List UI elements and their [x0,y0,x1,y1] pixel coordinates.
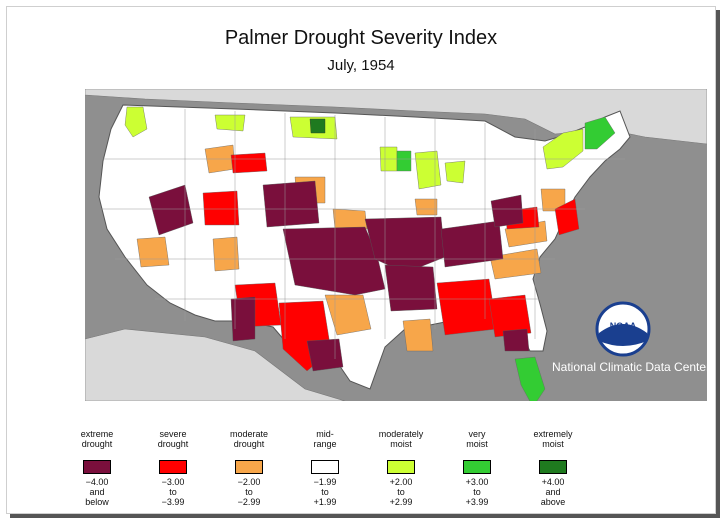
legend-category: extremely moist [513,429,593,449]
us-drought-map: NOAA [85,89,707,401]
legend-category: very moist [437,429,517,449]
legend-range-line: +1.99 [313,497,337,507]
legend-range-line: to [321,487,329,497]
legend-range: −4.00 and below [67,477,127,507]
legend-swatch [159,460,187,474]
legend-range-line: to [473,487,481,497]
legend-category-line: drought [233,439,265,449]
legend-range-line: +3.99 [465,497,489,507]
legend-range-line: −2.00 [237,477,261,487]
legend-range-line: −2.99 [237,497,261,507]
legend-range-line: and [545,487,561,497]
legend-swatch [311,460,339,474]
region-nm-extreme [230,296,256,342]
legend-swatch [463,460,491,474]
canada-land [85,89,707,145]
legend-range-line: below [85,497,109,507]
region-ks-moderate [332,208,368,230]
legend-range-line: +4.00 [541,477,565,487]
region-la-moderate [402,318,434,352]
legend-range-line: to [397,487,405,497]
legend-category-line: moist [390,439,412,449]
legend-range-line: −3.00 [161,477,185,487]
svg-text:NOAA: NOAA [610,321,637,331]
region-ms-severe [436,278,498,336]
region-wa-moist [124,106,148,138]
region-or-moderate [136,236,170,268]
legend-category: mid-range [285,429,365,449]
region-mt-moist [214,114,246,132]
legend-category-line: extremely [533,429,573,439]
region-me-very-moist [584,116,616,150]
legend-category-line: moderately [378,429,424,439]
region-or-extreme [148,184,194,236]
region-ky-extreme [440,220,504,268]
legend-category-line: mid- [316,429,334,439]
region-nd-extreme-moist [309,118,326,134]
legend-range: −1.99 to +1.99 [295,477,355,507]
region-ga-extreme [502,328,530,352]
legend-category: moderate drought [209,429,289,449]
region-ga-severe [488,294,532,338]
legend-range-line: −1.99 [313,477,337,487]
legend-range: +2.00 to +2.99 [371,477,431,507]
legend-category-line: moist [542,439,564,449]
legend-swatch [83,460,111,474]
map-svg: NOAA [85,89,707,401]
region-fl-very-moist [514,356,546,401]
legend-range-line: to [169,487,177,497]
noaa-logo-icon: NOAA [595,301,651,357]
legend-category-line: drought [81,439,113,449]
figure-frame: Palmer Drought Severity Index July, 1954 [6,6,716,514]
region-tx-extreme [306,338,344,372]
region-co-extreme [262,180,320,228]
legend-range-line: −4.00 [85,477,109,487]
legend-category: moderately moist [361,429,441,449]
region-mn-very-moist [396,150,412,172]
legend-range-line: −3.99 [161,497,185,507]
region-nj-severe [554,198,580,236]
legend-range: +3.00 to +3.99 [447,477,507,507]
legend-range-line: to [245,487,253,497]
region-ia-moderate [414,198,438,216]
legend-range: −3.00 to −3.99 [143,477,203,507]
legend-category: extreme drought [57,429,137,449]
legend-category-line: moderate [229,429,269,439]
state-boundaries [101,109,625,359]
legend-range-line: +2.00 [389,477,413,487]
legend-range-line: +3.00 [465,477,489,487]
region-mi-moist [444,160,466,184]
region-nv-moderate [212,236,240,272]
region-sd-severe [230,152,268,174]
legend-range-line: and [89,487,105,497]
region-ut-severe [202,190,240,226]
legend-range: −2.00 to −2.99 [219,477,279,507]
mexico-land [85,328,346,401]
region-oh-extreme [490,194,524,228]
legend-category-line: drought [157,439,189,449]
legend-category-line: extreme [80,429,114,439]
ncdc-label: National Climatic Data Center [552,360,711,374]
legend-category-line: severe [159,429,187,439]
legend-category-line: range [313,439,337,449]
legend-range: +4.00 and above [523,477,583,507]
legend-swatch [235,460,263,474]
region-tx-moderate [324,294,372,336]
map-title: Palmer Drought Severity Index [224,27,498,49]
legend-swatch [387,460,415,474]
legend-range-line: +2.99 [389,497,413,507]
region-wi-moist [414,150,442,190]
legend-category: severe drought [133,429,213,449]
legend-category-line: very [468,429,486,439]
legend-category-line: moist [466,439,488,449]
legend-swatch [539,460,567,474]
legend-range-line: above [540,497,566,507]
region-ar-extreme [384,264,438,312]
map-subtitle: July, 1954 [327,57,395,74]
